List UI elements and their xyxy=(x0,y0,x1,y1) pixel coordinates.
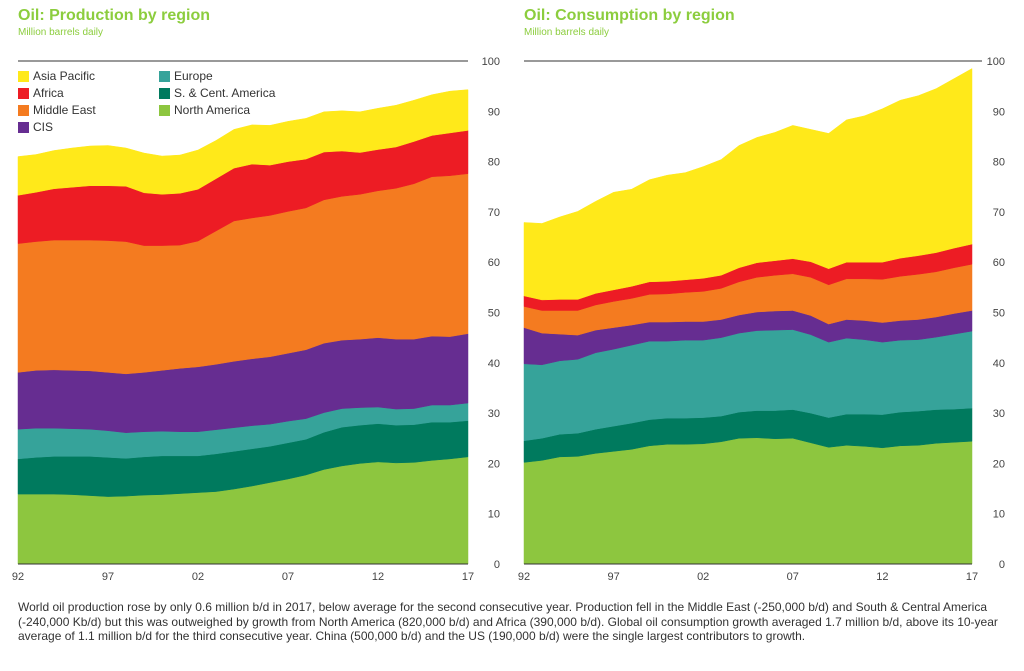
charts-canvas: 0 10 20 30 40 50 60 70 80 90 100 92 97 02 07 12 17 0 10 20 3… xyxy=(12,56,1005,583)
production-y-tick-label-10: 10 xyxy=(488,509,500,521)
production-chart: 0 10 20 30 40 50 60 70 80 90 100 92 97 02 07 12 17 xyxy=(12,56,500,583)
consumption-area-north-america xyxy=(523,437,973,565)
legend-item-europe: Europe xyxy=(159,69,213,83)
production-y-tick-label-80: 80 xyxy=(488,157,500,169)
legend-item-cis: CIS xyxy=(18,120,53,134)
production-area-asia-pacific xyxy=(17,89,469,196)
production-x-tick-label-17: 17 xyxy=(462,571,474,583)
production-y-tick-label-30: 30 xyxy=(488,408,500,420)
production-y-tick-label-0: 0 xyxy=(494,559,500,571)
legend-swatch-europe xyxy=(159,70,170,82)
legend-swatch-middle-east xyxy=(18,104,29,116)
consumption-x-tick-label-02: 02 xyxy=(697,571,709,583)
production-y-tick-label-20: 20 xyxy=(488,458,500,470)
consumption-y-tick-label-20: 20 xyxy=(993,458,1005,470)
consumption-chart: 0 10 20 30 40 50 60 70 80 90 100 92 97 02 07 12 17 xyxy=(518,56,1005,583)
consumption-chart-title: Oil: Consumption by region xyxy=(524,7,735,24)
production-y-tick-label-50: 50 xyxy=(488,308,500,320)
legend-item-middle-east: Middle East xyxy=(18,103,96,117)
consumption-x-tick-label-17: 17 xyxy=(966,571,978,583)
legend-label-s-cent-america: S. & Cent. America xyxy=(174,86,276,100)
legend-swatch-s-cent-america xyxy=(159,87,170,99)
consumption-y-tick-label-10: 10 xyxy=(993,509,1005,521)
consumption-y-tick-label-30: 30 xyxy=(993,408,1005,420)
consumption-y-tick-label-40: 40 xyxy=(993,358,1005,370)
consumption-y-tick-label-80: 80 xyxy=(993,157,1005,169)
production-x-tick-label-02: 02 xyxy=(192,571,204,583)
production-y-tick-label-40: 40 xyxy=(488,358,500,370)
legend-swatch-cis xyxy=(18,121,29,133)
legend-swatch-north-america xyxy=(159,104,170,116)
legend-item-s-cent-america: S. & Cent. America xyxy=(159,86,275,100)
consumption-x-tick-label-92: 92 xyxy=(518,571,530,583)
consumption-y-tick-label-50: 50 xyxy=(993,308,1005,320)
consumption-x-tick-label-97: 97 xyxy=(607,571,619,583)
legend-label-north-america: North America xyxy=(174,103,251,117)
footnote-text: World oil production rose by only 0.6 mi… xyxy=(18,600,998,643)
production-y-tick-label-60: 60 xyxy=(488,257,500,269)
legend-swatch-africa xyxy=(18,87,29,99)
production-y-tick-label-100: 100 xyxy=(482,56,500,68)
consumption-y-tick-label-100: 100 xyxy=(987,56,1005,68)
production-chart-title: Oil: Production by region xyxy=(18,7,210,24)
production-x-tick-label-07: 07 xyxy=(282,571,294,583)
legend-label-middle-east: Middle East xyxy=(33,103,96,117)
production-x-tick-label-97: 97 xyxy=(102,571,114,583)
legend-label-cis: CIS xyxy=(33,120,54,134)
legend-label-asia-pacific: Asia Pacific xyxy=(33,69,96,83)
consumption-y-tick-label-90: 90 xyxy=(993,106,1005,118)
legend-item-asia-pacific: Asia Pacific xyxy=(18,69,95,83)
legend-swatch-asia-pacific xyxy=(18,70,29,82)
legend-label-africa: Africa xyxy=(33,86,64,100)
legend-item-north-america: North America xyxy=(159,103,250,117)
consumption-area-asia-pacific xyxy=(523,68,973,301)
production-x-tick-label-92: 92 xyxy=(12,571,24,583)
production-y-tick-label-70: 70 xyxy=(488,207,500,219)
production-x-tick-label-12: 12 xyxy=(372,571,384,583)
consumption-y-tick-label-0: 0 xyxy=(999,559,1005,571)
consumption-x-tick-label-07: 07 xyxy=(787,571,799,583)
consumption-chart-subtitle: Million barrels daily xyxy=(524,27,610,38)
consumption-y-tick-label-60: 60 xyxy=(993,257,1005,269)
consumption-x-tick-label-12: 12 xyxy=(876,571,888,583)
production-chart-subtitle: Million barrels daily xyxy=(18,27,104,38)
legend-label-europe: Europe xyxy=(174,69,213,83)
production-y-tick-label-90: 90 xyxy=(488,106,500,118)
consumption-y-tick-label-70: 70 xyxy=(993,207,1005,219)
legend-item-africa: Africa xyxy=(18,86,64,100)
